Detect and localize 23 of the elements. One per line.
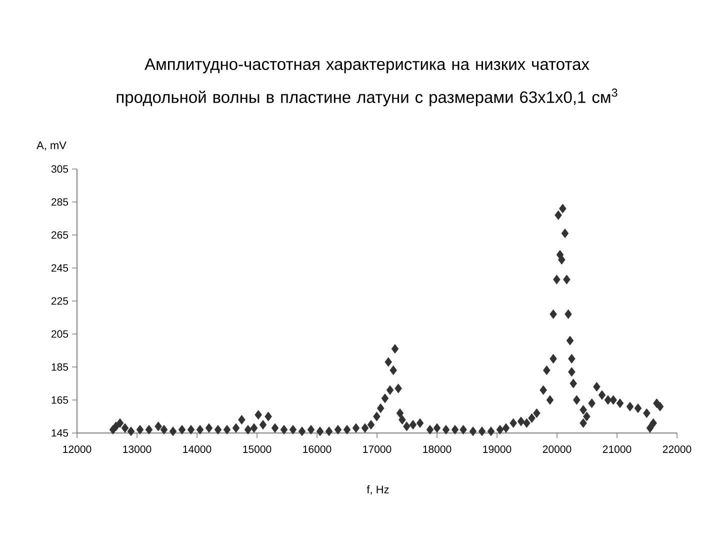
y-tick-label: 205 [52, 330, 68, 338]
x-tick-label: 14000 [183, 446, 212, 453]
y-tick-label: 225 [52, 297, 68, 305]
y-tick-label: 245 [52, 264, 68, 272]
y-axis-title: A, mV [36, 142, 66, 150]
x-axis-title: f, Hz [366, 485, 389, 495]
x-tick-label: 21000 [602, 446, 632, 453]
x-tick-label: 16000 [303, 446, 332, 453]
x-tick-label: 13000 [123, 446, 152, 453]
x-tick-label: 19000 [483, 446, 512, 453]
y-tick-label: 265 [52, 231, 68, 239]
y-tick-label: 185 [52, 363, 68, 371]
y-tick-label: 145 [52, 429, 68, 437]
y-tick-label: 165 [52, 396, 68, 404]
x-tick-label: 18000 [423, 446, 452, 453]
x-tick-label: 12000 [63, 446, 92, 453]
chart-title: Амплитудно-частотная характеристика на низких чатотах продольной волны в пластине латуни с размерами 63x1x0,1 см$^{3}$ [116, 58, 618, 106]
x-tick-label: 17000 [363, 446, 392, 453]
x-tick-label: 15000 [243, 446, 272, 453]
x-tick-label: 20000 [542, 446, 572, 453]
y-tick-label: 285 [52, 198, 68, 206]
x-tick-label: 22000 [662, 446, 692, 453]
y-tick-label: 305 [51, 165, 68, 173]
